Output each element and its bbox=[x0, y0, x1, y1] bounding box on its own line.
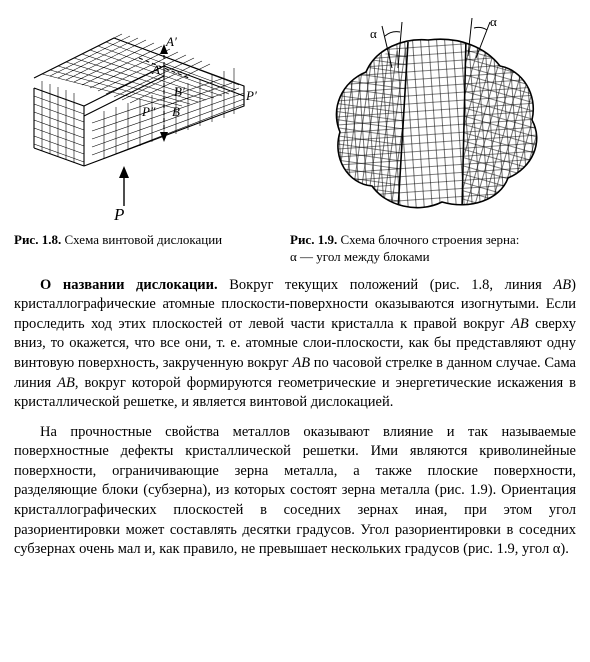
caption-1-9-label: Рис. 1.9. bbox=[290, 232, 337, 247]
label-A: A bbox=[151, 62, 160, 77]
p1-a: Вокруг текущих положений (рис. 1.8, лини… bbox=[218, 277, 554, 293]
caption-1-8-text: Схема винтовой дислокации bbox=[64, 232, 222, 247]
label-B-prime: B′ bbox=[174, 84, 185, 99]
p1-AB2: AB bbox=[511, 316, 529, 332]
label-P-bottom: P bbox=[113, 205, 124, 224]
p1-e: , вокруг которой формируются геометричес… bbox=[14, 375, 576, 411]
figure-1-8: A′ A B′ B P″ P′ P Рис. 1.8. Схема винтов… bbox=[14, 8, 274, 249]
figure-1-9: α α Рис. 1.9. Схема блочного строения зе… bbox=[290, 8, 566, 266]
caption-1-9-line1: Схема блочного строения зерна: bbox=[340, 232, 519, 247]
label-P-top: P″ bbox=[141, 104, 156, 119]
label-B: B bbox=[172, 104, 180, 119]
p1-AB4: AB bbox=[57, 375, 75, 391]
p1-AB3: AB bbox=[292, 355, 310, 371]
paragraph-1: О названии дислокации. Вокруг текущих по… bbox=[14, 276, 576, 413]
caption-1-9-line2: α — угол между блоками bbox=[290, 249, 430, 264]
p1-run-in: О названии дислокации. bbox=[40, 277, 218, 293]
figure-row: A′ A B′ B P″ P′ P Рис. 1.8. Схема винтов… bbox=[14, 8, 576, 266]
screw-dislocation-diagram: A′ A B′ B P″ P′ P bbox=[14, 8, 274, 228]
caption-1-8-label: Рис. 1.8. bbox=[14, 232, 61, 247]
grain-block-diagram: α α bbox=[290, 8, 566, 228]
label-alpha-left: α bbox=[370, 26, 377, 41]
p1-AB1: AB bbox=[553, 277, 571, 293]
paragraph-2: На прочностные свойства металлов оказыва… bbox=[14, 423, 576, 560]
caption-1-9: Рис. 1.9. Схема блочного строения зерна:… bbox=[290, 232, 566, 266]
label-alpha-right: α bbox=[490, 14, 497, 29]
caption-1-8: Рис. 1.8. Схема винтовой дислокации bbox=[14, 232, 274, 249]
label-A-prime: A′ bbox=[165, 34, 177, 49]
label-P-side: P′ bbox=[245, 88, 257, 103]
